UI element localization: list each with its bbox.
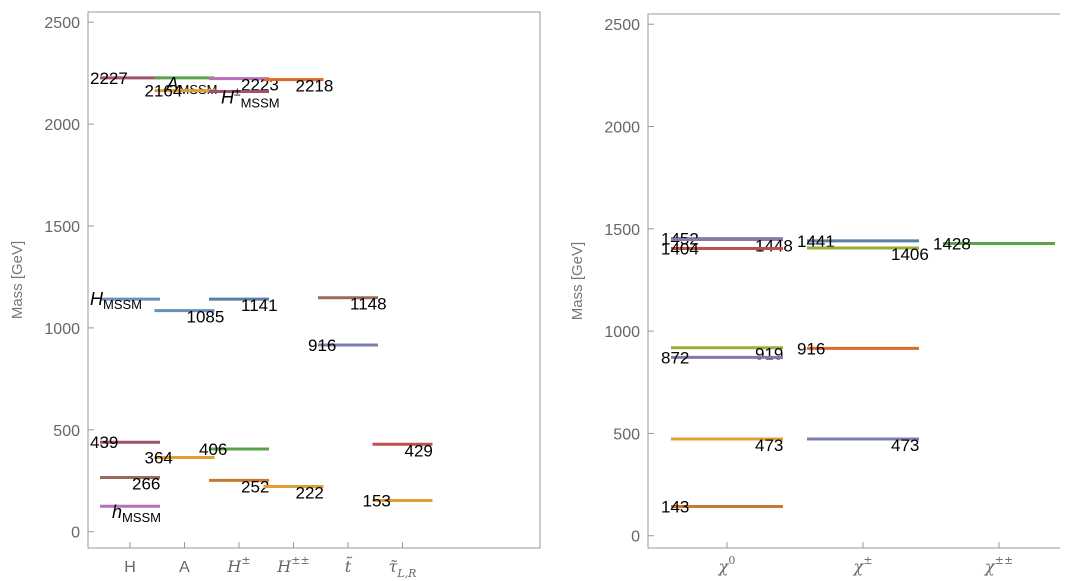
y-tick-label: 500 (53, 423, 80, 440)
category-label: H (124, 559, 136, 576)
y-tick-label: 500 (613, 426, 640, 443)
mass-value-label: 2164 (145, 82, 183, 101)
y-axis-title: Mass [GeV] (9, 241, 26, 319)
y-tick-label: 2500 (604, 17, 640, 34)
mass-value-label: 364 (145, 449, 173, 468)
category-label: χ±± (984, 554, 1013, 576)
mass-value-label: 429 (405, 441, 433, 460)
mass-value-label: 1428 (933, 235, 971, 254)
y-tick-label: 0 (71, 525, 80, 542)
mass-value-label: 1448 (755, 236, 793, 255)
mass-value-label: 406 (199, 440, 227, 459)
mass-value-label: 439 (90, 433, 118, 452)
category-label: H± (226, 554, 250, 576)
mass-value-label: 266 (132, 474, 160, 493)
category-label: H±± (276, 554, 309, 576)
mass-value-label: 2227 (90, 69, 128, 88)
particle-name-label: H±MSSM (221, 84, 280, 110)
y-tick-label: 1500 (604, 222, 640, 239)
plot-frame (647, 13, 1060, 549)
mass-value-label: 1404 (661, 239, 699, 258)
y-tick-label: 0 (631, 529, 640, 546)
mass-value-label: 1406 (891, 245, 929, 264)
mass-value-label: 872 (661, 348, 689, 367)
category-label: τ̃L,R (389, 557, 417, 580)
mass-value-label: 2218 (296, 77, 334, 96)
mass-value-label: 143 (661, 497, 689, 516)
mass-value-label: 916 (797, 339, 825, 358)
mass-value-label: 1148 (350, 295, 387, 314)
y-tick-label: 1000 (44, 321, 80, 338)
plot-frame (87, 11, 541, 549)
mass-value-label: 473 (891, 436, 919, 455)
category-label: A (179, 559, 190, 576)
mass-value-label: 473 (755, 436, 783, 455)
category-label: χ0 (718, 554, 736, 576)
mass-value-label: 916 (308, 336, 336, 355)
y-tick-label: 2000 (44, 117, 80, 134)
category-label: χ± (853, 554, 873, 576)
mass-value-label: 919 (755, 345, 783, 364)
y-tick-label: 1000 (604, 324, 640, 341)
left-mass-panel: 0 500 1000 1500 2000 2500 Mass [GeV] H A H± H±± t̃ τ… (9, 11, 541, 580)
mass-value-label: 252 (241, 477, 269, 496)
mass-value-label: 1141 (241, 296, 278, 315)
y-tick-label: 2000 (604, 120, 640, 137)
category-label: t̃ (345, 556, 353, 576)
y-tick-label: 2500 (44, 15, 80, 32)
mass-value-label: 222 (296, 483, 324, 502)
mass-value-label: 153 (363, 492, 391, 511)
particle-name-label: hMSSM (112, 502, 161, 525)
y-axis-title: Mass [GeV] (569, 242, 586, 320)
mass-value-label: 1085 (187, 308, 225, 327)
y-tick-label: 1500 (44, 219, 80, 236)
particle-name-label: HMSSM (90, 289, 142, 312)
mass-value-label: 1441 (797, 232, 835, 251)
